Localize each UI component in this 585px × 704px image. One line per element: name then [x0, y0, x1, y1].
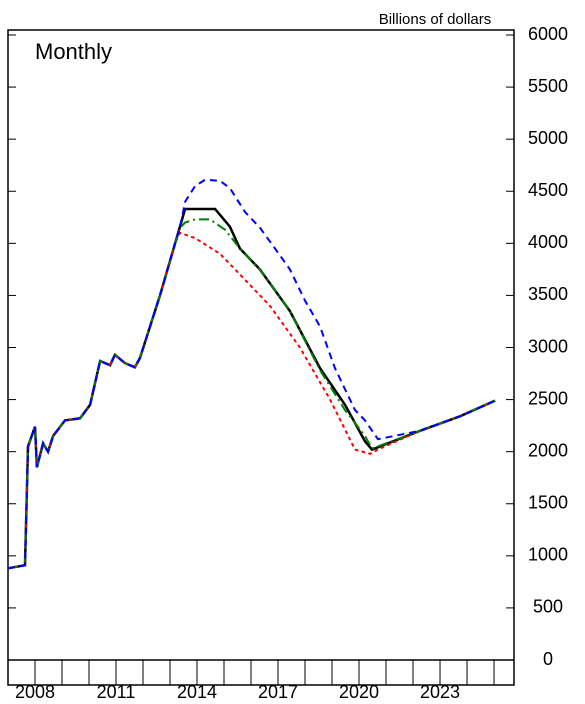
y-tick-label: 5000	[528, 128, 568, 148]
plot-frame	[7, 29, 515, 686]
y-tick-label: 3500	[528, 284, 568, 304]
y-tick-label: 6000	[528, 24, 568, 44]
y-tick-label: 4500	[528, 180, 568, 200]
x-tick-label: 2014	[177, 682, 217, 702]
y-tick-label: 500	[533, 597, 563, 617]
y-tick-label: 1000	[528, 545, 568, 565]
y-tick-label: 4000	[528, 232, 568, 252]
x-tick-label: 2011	[97, 682, 136, 702]
x-tick-label: 2008	[15, 682, 55, 702]
y-tick-label: 3000	[528, 336, 568, 356]
series-line	[7, 178, 496, 570]
x-tick-label: 2020	[339, 682, 379, 702]
y-tick-label: 2000	[528, 440, 568, 460]
annotation: Monthly	[35, 39, 112, 64]
series-line	[7, 207, 496, 570]
series-line	[7, 231, 497, 570]
x-tick-label: 2023	[420, 682, 460, 702]
x-tick-label: 2017	[258, 682, 298, 702]
y-tick-label: 5500	[528, 76, 568, 96]
y-tick-label: 2500	[528, 388, 568, 408]
y-tick-label: 0	[543, 649, 553, 669]
series-line	[7, 218, 496, 570]
y-tick-label: 1500	[528, 493, 568, 513]
y-axis-label: Billions of dollars	[379, 11, 492, 28]
